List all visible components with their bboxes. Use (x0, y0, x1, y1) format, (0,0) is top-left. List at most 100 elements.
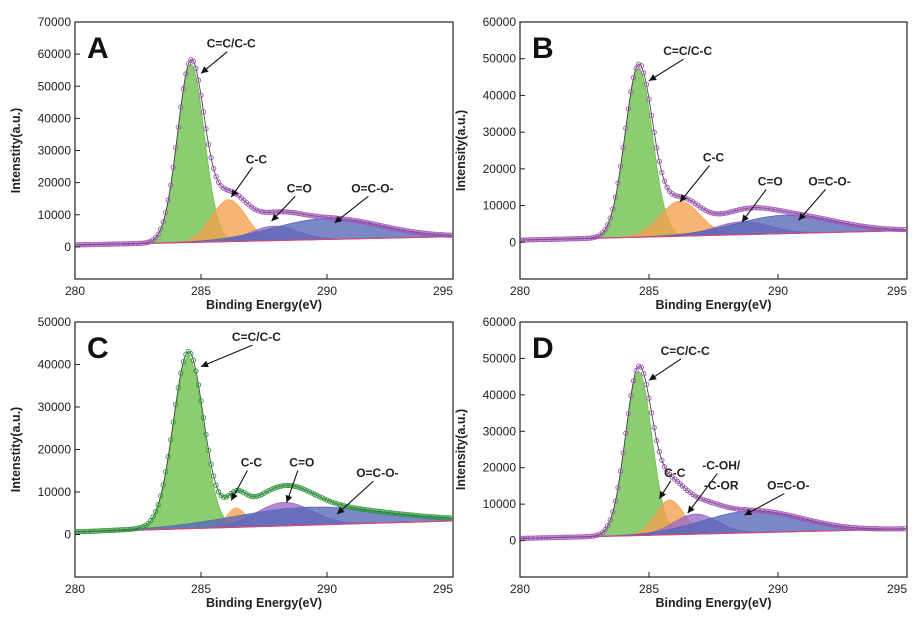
y-tick-label: 40000 (483, 88, 517, 102)
raw-data-point (543, 535, 549, 541)
raw-data-point (721, 210, 727, 217)
raw-data-point (165, 453, 171, 460)
raw-data-point (556, 236, 562, 242)
raw-data-point (522, 535, 528, 541)
raw-data-point (772, 509, 779, 516)
annotation-arrow-head (744, 508, 753, 516)
raw-data-point (561, 534, 567, 540)
raw-data-point (772, 207, 779, 213)
raw-data-point (821, 216, 828, 222)
raw-data-point (210, 473, 217, 479)
y-axis-title: Intenstity(a.u.) (9, 407, 23, 492)
y-tick-label: 40000 (483, 388, 517, 402)
raw-data-point (594, 233, 601, 240)
raw-data-point (173, 145, 179, 151)
raw-data-point (623, 125, 629, 131)
raw-data-point (321, 496, 328, 502)
raw-data-point (425, 513, 431, 520)
raw-data-point (256, 208, 262, 214)
raw-data-point (127, 241, 134, 247)
raw-data-point (821, 520, 828, 527)
panel-b: 0 10000 20000 30000 40000 50000 60000 280 285 290… (454, 15, 908, 312)
annotation-arrow-head (659, 490, 667, 499)
raw-data-point (389, 510, 396, 516)
raw-data-point (816, 519, 822, 526)
raw-data-point (850, 221, 856, 228)
raw-data-point (208, 155, 214, 161)
raw-data-point (294, 210, 300, 216)
raw-data-point (170, 164, 176, 171)
peak-annotation-label: O=C-O- (351, 181, 393, 195)
raw-data-point (883, 226, 890, 232)
peak-annotation-label: -C-OR (704, 479, 739, 493)
raw-data-point (344, 216, 350, 223)
raw-data-point (261, 209, 267, 215)
raw-data-point (112, 241, 118, 247)
raw-data-point (135, 525, 141, 531)
raw-data-point (117, 241, 124, 247)
raw-data-point (829, 522, 835, 528)
raw-data-point (716, 211, 722, 217)
raw-data-point (168, 182, 174, 188)
raw-data-point (530, 535, 536, 541)
raw-data-point (215, 489, 222, 495)
raw-data-point (726, 209, 732, 216)
annotation-arrow-line (679, 165, 710, 203)
y-tick-label: 20000 (38, 176, 72, 190)
raw-data-point (203, 126, 209, 132)
raw-data-point (870, 526, 877, 532)
raw-data-point (125, 526, 131, 533)
raw-data-point (442, 515, 449, 521)
raw-data-point (301, 486, 307, 493)
raw-data-point (374, 222, 381, 228)
raw-data-point (399, 227, 406, 233)
raw-data-point (97, 241, 103, 248)
raw-data-point (132, 525, 139, 532)
raw-data-point (158, 226, 164, 232)
raw-data-point (198, 398, 204, 404)
raw-data-point (286, 482, 292, 489)
raw-data-point (437, 232, 444, 238)
raw-data-point (865, 525, 871, 532)
raw-data-point (749, 205, 755, 211)
raw-data-point (581, 534, 588, 540)
x-axis-title: Binding Energy(eV) (656, 596, 772, 610)
raw-data-point (656, 449, 662, 455)
raw-data-point (407, 512, 413, 518)
peak-annotation-label: C-C (246, 152, 268, 166)
raw-data-point (175, 385, 181, 391)
x-tick-label: 280 (510, 582, 530, 596)
raw-data-point (592, 234, 598, 240)
raw-data-point (777, 208, 784, 214)
raw-data-point (899, 526, 905, 532)
raw-data-point (155, 231, 161, 237)
raw-data-point (654, 145, 660, 151)
annotation-arrow-head (337, 506, 345, 515)
raw-data-point (891, 226, 897, 232)
raw-data-point (309, 213, 315, 219)
raw-data-point (669, 191, 675, 197)
raw-data-point (377, 222, 383, 229)
raw-data-point (888, 226, 895, 232)
x-tick-label: 285 (191, 284, 211, 298)
raw-data-point (571, 534, 577, 540)
raw-data-point (183, 71, 189, 77)
raw-data-point (442, 232, 449, 238)
y-axis-title: Intensity(a.u.) (454, 110, 468, 191)
raw-data-point (672, 192, 678, 198)
raw-data-point (816, 215, 822, 221)
raw-data-point (878, 526, 884, 532)
raw-data-point (607, 517, 613, 523)
raw-data-point (115, 241, 121, 247)
raw-data-point (894, 226, 900, 232)
raw-data-point (700, 206, 706, 212)
raw-data-point (372, 221, 378, 227)
raw-data-point (427, 231, 433, 237)
raw-data-point (354, 505, 360, 512)
raw-data-point (190, 58, 197, 64)
raw-data-point (713, 501, 719, 507)
raw-data-point (814, 519, 820, 525)
raw-data-point (392, 225, 398, 232)
raw-data-point (137, 524, 144, 531)
raw-data-point (314, 492, 320, 499)
